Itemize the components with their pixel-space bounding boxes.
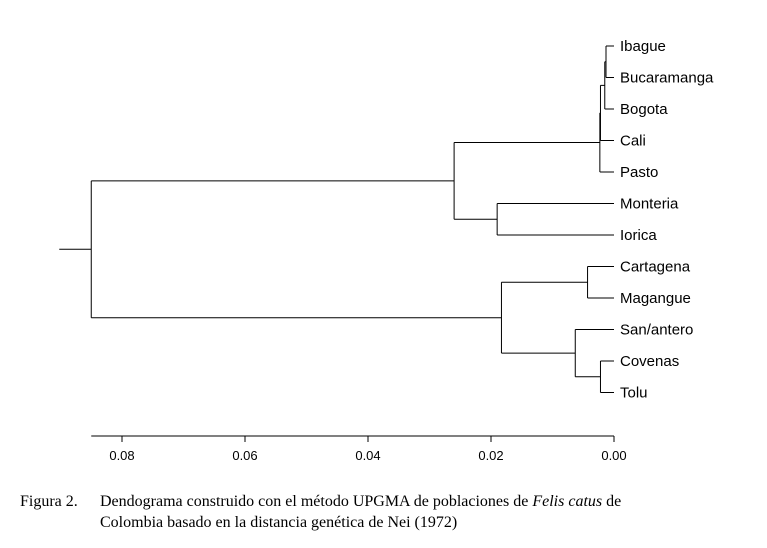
leaf-label-cartagena: Cartagena <box>620 259 691 276</box>
leaf-label-san-antero: San/antero <box>620 322 693 339</box>
dendrogram-chart: Ibague Bucaramanga Bogota Cali Pasto Monteria… <box>59 38 714 463</box>
axis-tick-label: 0.06 <box>232 448 257 463</box>
distance-axis: 0.08 0.06 0.04 0.02 0.00 <box>91 435 627 463</box>
caption-number: Figura 2. <box>20 493 78 510</box>
leaf-label-monteria: Monteria <box>620 196 679 213</box>
caption-text: Dendograma construido con el método UPGM… <box>100 493 533 510</box>
leaf-label-cali: Cali <box>620 133 646 150</box>
caption-line-1: Figura 2. Dendograma construido con el mé… <box>20 491 748 512</box>
axis-tick-label: 0.04 <box>355 448 380 463</box>
axis-tick-label: 0.08 <box>109 448 134 463</box>
leaf-label-bogota: Bogota <box>620 101 668 118</box>
caption-text-line2: Colombia basado en la distancia genética… <box>100 514 458 531</box>
leaf-label-pasto: Pasto <box>620 164 658 181</box>
caption-species: Felis catus <box>532 493 603 510</box>
dendrogram-branches <box>59 45 614 393</box>
leaf-label-bucaramanga: Bucaramanga <box>620 70 714 87</box>
caption-line-2: Colombia basado en la distancia genética… <box>20 512 748 533</box>
axis-tick-label: 0.00 <box>601 448 626 463</box>
leaf-label-iorica: Iorica <box>620 227 657 244</box>
figure-caption: Figura 2. Dendograma construido con el mé… <box>20 491 748 533</box>
leaf-label-magangue: Magangue <box>620 290 691 307</box>
leaf-label-ibague: Ibague <box>620 38 666 55</box>
axis-tick-label: 0.02 <box>478 448 503 463</box>
caption-text-end: de <box>602 493 622 510</box>
leaf-label-covenas: Covenas <box>620 353 679 370</box>
leaf-label-tolu: Tolu <box>620 385 648 402</box>
leaf-labels: Ibague Bucaramanga Bogota Cali Pasto Monteria… <box>620 38 714 402</box>
